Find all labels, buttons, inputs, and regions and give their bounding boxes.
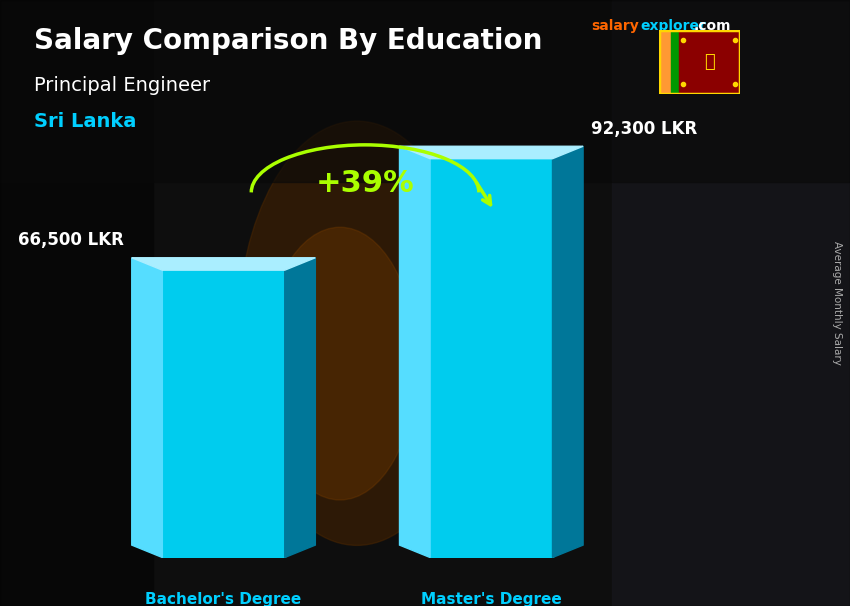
Polygon shape: [400, 146, 583, 159]
Text: .com: .com: [694, 19, 731, 33]
Polygon shape: [132, 258, 162, 558]
Polygon shape: [132, 258, 315, 270]
Ellipse shape: [238, 121, 476, 545]
Polygon shape: [430, 159, 552, 558]
Text: 92,300 LKR: 92,300 LKR: [591, 119, 697, 138]
Text: +39%: +39%: [315, 169, 415, 198]
Polygon shape: [552, 146, 583, 558]
Bar: [0, 0, 153, 606]
Text: 66,500 LKR: 66,500 LKR: [18, 231, 124, 249]
Polygon shape: [400, 146, 430, 558]
Text: Principal Engineer: Principal Engineer: [34, 76, 210, 95]
Text: Salary Comparison By Education: Salary Comparison By Education: [34, 27, 542, 55]
Polygon shape: [285, 258, 315, 558]
Bar: [671, 30, 679, 94]
Text: explorer: explorer: [640, 19, 705, 33]
Text: Sri Lanka: Sri Lanka: [34, 112, 136, 131]
Text: Bachelor's Degree: Bachelor's Degree: [145, 592, 302, 606]
Polygon shape: [162, 270, 285, 558]
Bar: [0, 0, 850, 182]
Ellipse shape: [264, 227, 416, 500]
Bar: [659, 30, 671, 94]
Bar: [679, 30, 740, 94]
Text: salary: salary: [591, 19, 638, 33]
Text: Master's Degree: Master's Degree: [421, 592, 562, 606]
Bar: [612, 0, 850, 606]
Text: Average Monthly Salary: Average Monthly Salary: [832, 241, 842, 365]
Text: 🦁: 🦁: [705, 53, 715, 71]
